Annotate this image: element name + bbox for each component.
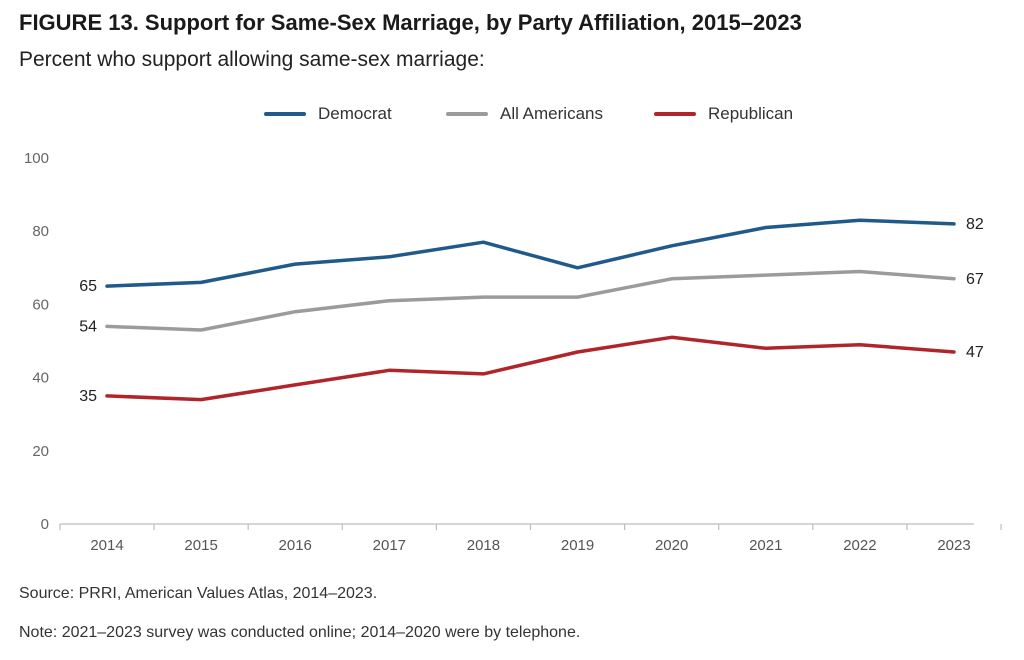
x-tick-label: 2019 [561, 537, 594, 554]
x-tick-label: 2014 [90, 537, 123, 554]
y-tick-label: 60 [32, 296, 49, 313]
legend-swatch-all-americans [446, 112, 488, 116]
legend-label-democrat: Democrat [318, 104, 392, 123]
legend-label-all-americans: All Americans [500, 104, 603, 123]
data-label-start-democrat: 65 [79, 278, 97, 295]
legend-label-republican: Republican [708, 104, 794, 123]
chart-title: FIGURE 13. Support for Same-Sex Marriage… [19, 10, 802, 35]
y-tick-label: 0 [41, 516, 49, 533]
y-tick-label: 100 [24, 150, 49, 167]
chart-subtitle: Percent who support allowing same-sex ma… [19, 48, 485, 71]
y-tick-label: 20 [32, 443, 49, 460]
legend-item-all-americans: All Americans [446, 104, 603, 124]
x-tick-label: 2020 [655, 537, 688, 554]
series-line-republican [105, 335, 956, 402]
x-tick-label: 2017 [373, 537, 406, 554]
source-note: Source: PRRI, American Values Atlas, 201… [19, 585, 378, 602]
y-tick-label: 80 [32, 223, 49, 240]
series-line-democrat [105, 218, 956, 288]
y-tick-label: 40 [32, 370, 49, 387]
x-tick-label: 2015 [184, 537, 217, 554]
legend-item-republican: Republican [654, 104, 793, 124]
data-label-end-all-americans: 67 [966, 271, 984, 288]
data-label-end-republican: 47 [966, 344, 984, 361]
legend-swatch-democrat [264, 112, 306, 116]
legend-swatch-republican [654, 112, 696, 116]
legend-item-democrat: Democrat [264, 104, 392, 124]
x-tick-label: 2016 [279, 537, 312, 554]
data-label-end-democrat: 82 [966, 216, 984, 233]
x-tick-label: 2022 [843, 537, 876, 554]
data-label-start-republican: 35 [79, 388, 97, 405]
line-chart: 2014 2015 2016 2017 2018 2019 2020 2021 2022 2023… [24, 150, 1002, 554]
x-tick-label: 2023 [937, 537, 970, 554]
chart-legend: Democrat All Americans Republican [0, 104, 1024, 128]
methodology-note: Note: 2021–2023 survey was conducted onl… [19, 624, 581, 641]
x-tick-label: 2018 [467, 537, 500, 554]
data-label-start-all-americans: 54 [79, 318, 97, 335]
x-tick-label: 2021 [749, 537, 782, 554]
series-line-all-americans [105, 269, 956, 332]
